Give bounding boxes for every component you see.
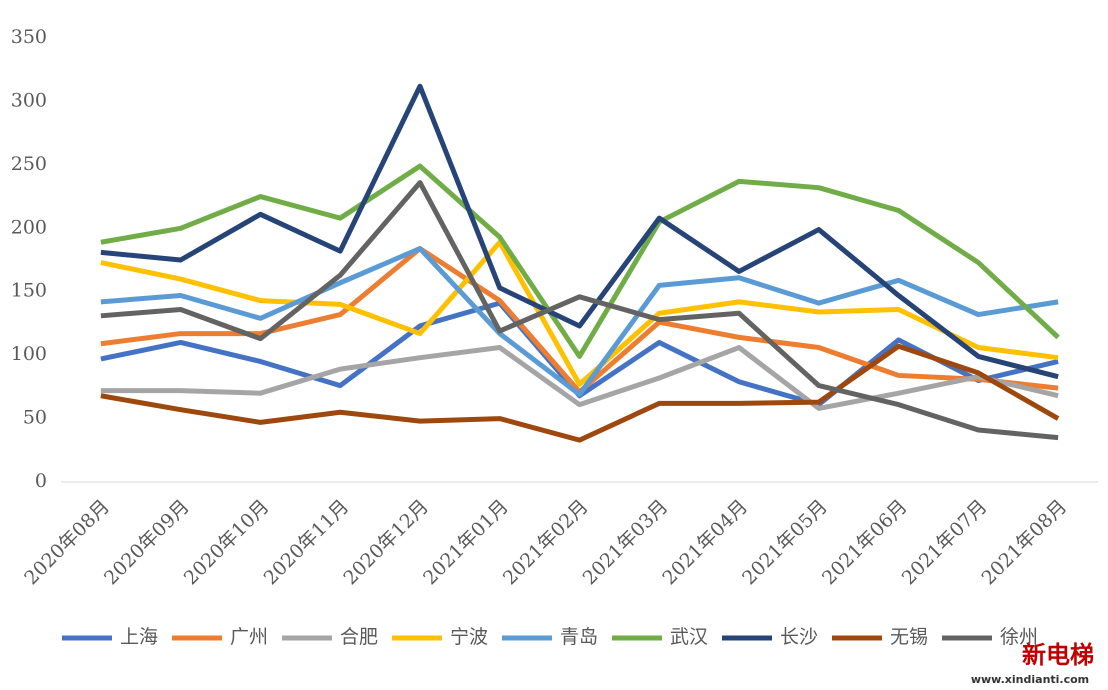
x-tick-label: 2021年02月 [499, 496, 593, 590]
x-tick-label: 2021年04月 [658, 496, 752, 590]
x-tick-label: 2021年06月 [818, 496, 912, 590]
legend-label: 上海 [120, 626, 158, 648]
series-line [100, 163, 1060, 359]
x-tick-label: 2020年12月 [339, 496, 433, 590]
watermark-title: 新电梯 [1022, 641, 1094, 669]
legend-label: 长沙 [780, 626, 818, 648]
x-tick-label: 2021年07月 [898, 496, 992, 590]
legend-label: 武汉 [670, 626, 708, 648]
legend-label: 无锡 [890, 626, 928, 648]
x-tick-label: 2021年05月 [738, 496, 832, 590]
legend-label: 广州 [230, 626, 268, 648]
x-tick-label: 2020年08月 [20, 496, 114, 590]
y-tick-label: 0 [35, 470, 47, 492]
legend-label: 青岛 [560, 626, 598, 648]
y-tick-label: 50 [23, 407, 47, 429]
series-line [100, 345, 1059, 411]
x-tick-label: 2021年03月 [579, 496, 673, 590]
legend-label: 宁波 [450, 626, 488, 648]
legend-label: 徐州 [1000, 626, 1038, 648]
y-tick-label: 200 [11, 216, 47, 238]
legend-label: 合肥 [340, 626, 378, 648]
x-tick-label: 2020年11月 [260, 496, 354, 590]
series-line [100, 343, 1060, 443]
series-line [100, 239, 1059, 387]
x-tick-label: 2020年09月 [100, 496, 194, 590]
series-line [100, 83, 1059, 380]
series-line [100, 180, 1059, 441]
x-tick-label: 2020年10月 [180, 496, 274, 590]
y-tick-label: 100 [11, 343, 47, 365]
x-tick-label: 2021年01月 [419, 496, 513, 590]
series-line [100, 246, 1059, 395]
x-tick-label: 2021年08月 [977, 496, 1071, 590]
y-tick-label: 150 [11, 280, 47, 302]
y-tick-label: 350 [11, 26, 47, 48]
y-tick-label: 300 [11, 89, 47, 111]
watermark-url: www.xindianti.com [971, 673, 1089, 686]
y-tick-label: 250 [11, 153, 47, 175]
series-line [100, 246, 1059, 397]
